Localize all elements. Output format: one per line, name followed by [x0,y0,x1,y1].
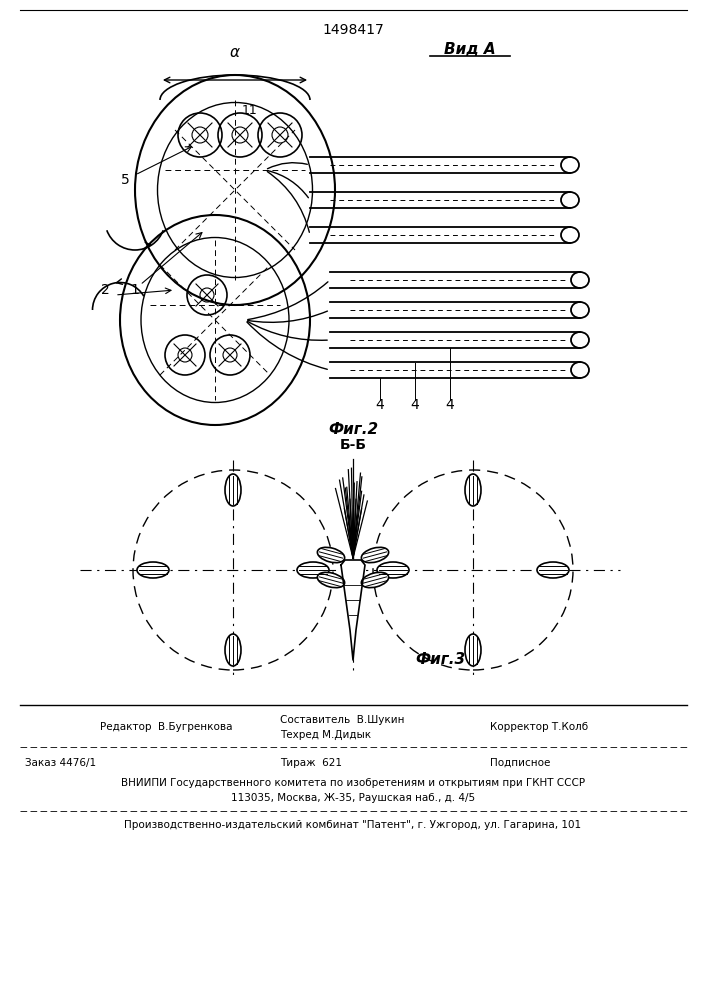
Ellipse shape [361,547,389,563]
Ellipse shape [225,634,241,666]
Text: Б-Б: Б-Б [339,438,366,452]
Text: Тираж  621: Тираж 621 [280,758,342,768]
Text: 4: 4 [375,398,385,412]
Text: Редактор  В.Бугренкова: Редактор В.Бугренкова [100,722,233,732]
Text: 11: 11 [242,104,258,116]
Ellipse shape [377,562,409,578]
Text: 4: 4 [411,398,419,412]
Text: Техред М.Дидык: Техред М.Дидык [280,730,371,740]
Ellipse shape [225,474,241,506]
Text: Производственно-издательский комбинат "Патент", г. Ужгород, ул. Гагарина, 101: Производственно-издательский комбинат "П… [124,820,582,830]
Ellipse shape [317,572,344,588]
Ellipse shape [361,572,389,588]
Ellipse shape [465,474,481,506]
Ellipse shape [465,634,481,666]
Text: 4: 4 [445,398,455,412]
Polygon shape [341,560,365,660]
Text: 5: 5 [121,173,129,187]
Text: 1: 1 [131,283,139,297]
Ellipse shape [137,562,169,578]
Text: Корректор Т.Колб: Корректор Т.Колб [490,722,588,732]
Text: 2: 2 [100,283,110,297]
Text: Вид А: Вид А [444,42,496,57]
Ellipse shape [297,562,329,578]
Text: ВНИИПИ Государственного комитета по изобретениям и открытиям при ГКНТ СССР: ВНИИПИ Государственного комитета по изоб… [121,778,585,788]
Text: Заказ 4476/1: Заказ 4476/1 [25,758,96,768]
Text: α: α [230,45,240,60]
Ellipse shape [317,547,344,563]
Ellipse shape [537,562,569,578]
Text: Подписное: Подписное [490,758,550,768]
Text: Фиг.3: Фиг.3 [415,652,465,668]
Text: Фиг.2: Фиг.2 [328,422,378,438]
Text: Составитель  В.Шукин: Составитель В.Шукин [280,715,404,725]
Text: 113035, Москва, Ж-35, Раушская наб., д. 4/5: 113035, Москва, Ж-35, Раушская наб., д. … [231,793,475,803]
Text: 1498417: 1498417 [322,23,384,37]
